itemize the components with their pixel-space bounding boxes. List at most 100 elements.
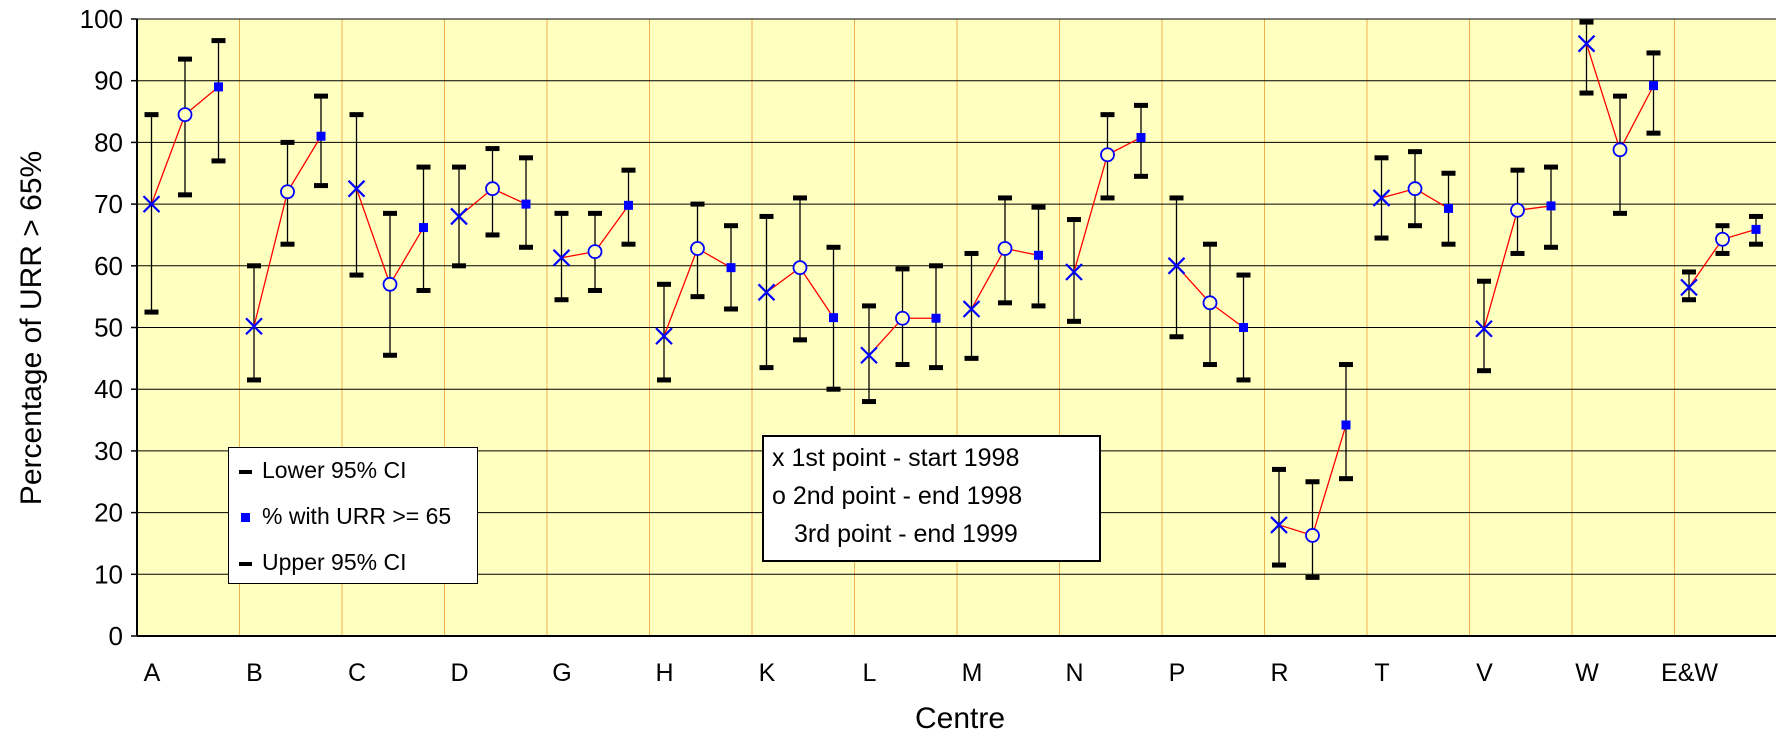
- lower-ci-marker: [929, 365, 943, 371]
- lower-ci-marker: [1408, 223, 1422, 229]
- lower-ci-marker: [280, 241, 295, 247]
- upper-ci-marker: [280, 139, 295, 145]
- lower-ci-marker: [383, 352, 397, 358]
- x-point-marker: [142, 195, 161, 213]
- y-tick-label: 90: [94, 66, 123, 96]
- lower-ci-marker: [724, 306, 738, 312]
- square-point-marker: [214, 82, 223, 92]
- x-tick-label: T: [1374, 659, 1389, 687]
- lower-ci-marker: [1100, 195, 1115, 201]
- x-tick-label: K: [759, 659, 776, 687]
- upper-ci-marker: [247, 263, 261, 269]
- x-tick-label: W: [1575, 659, 1599, 687]
- upper-ci-marker: [1272, 466, 1286, 472]
- x-point-marker: [1270, 516, 1288, 534]
- upper-ci-marker: [416, 164, 431, 170]
- upper-ci-marker: [1441, 170, 1456, 176]
- square-point-marker: [521, 199, 531, 209]
- x-tick-labels: A B C D G H K L M N P R T V W E&W: [144, 659, 1719, 687]
- lower-ci-marker: [964, 355, 979, 361]
- lower-ci-marker: [211, 158, 226, 164]
- x-tick-label: D: [450, 659, 468, 687]
- upper-ci-marker: [724, 223, 738, 229]
- lower-ci-marker: [1067, 318, 1081, 324]
- lower-ci-marker: [1441, 241, 1456, 247]
- upper-ci-marker: [1408, 149, 1422, 155]
- lower-ci-marker: [826, 386, 841, 392]
- upper-ci-marker: [1169, 195, 1184, 201]
- legend-item-upper: Upper 95% CI: [239, 547, 406, 577]
- square-point-marker: [1444, 203, 1453, 213]
- upper-ci-marker: [485, 146, 500, 152]
- upper-ci-marker: [144, 112, 159, 118]
- circle-point-marker: [1612, 142, 1628, 158]
- lower-ci-marker: [588, 287, 602, 293]
- x-point-marker: [1065, 263, 1083, 281]
- circle-point-marker: [177, 107, 193, 123]
- upper-ci-marker: [588, 210, 602, 216]
- lower-ci-marker: [485, 232, 500, 238]
- x-point-marker: [450, 207, 468, 226]
- circle-point-marker: [1100, 147, 1115, 163]
- upper-ci-marker: [452, 164, 466, 170]
- y-tick-label: 80: [94, 127, 123, 157]
- square-point-marker: [624, 200, 633, 210]
- lower-ci-marker: [1134, 173, 1148, 179]
- square-point-marker: [1034, 250, 1043, 260]
- lower-ci-marker: [247, 377, 261, 383]
- y-tick-label: 20: [94, 498, 123, 528]
- y-tick-label: 100: [80, 4, 123, 34]
- upper-ci-marker: [657, 281, 671, 287]
- upper-ci-marker: [929, 263, 943, 269]
- upper-ci-marker: [1477, 278, 1491, 284]
- x-point-marker: [1680, 278, 1698, 297]
- lower-ci-marker: [1544, 244, 1558, 250]
- x-tick-label: G: [552, 659, 571, 687]
- legend-label-upper: Upper 95% CI: [262, 549, 407, 575]
- legend-label-lower: Lower 95% CI: [262, 457, 407, 483]
- upper-ci-marker: [1203, 241, 1217, 247]
- upper-ci-marker: [964, 250, 979, 256]
- lower-ci-marker: [1646, 130, 1661, 136]
- x-tick-label: V: [1476, 659, 1493, 687]
- legend-item-lower: Lower 95% CI: [239, 455, 406, 485]
- lower-ci-marker: [1477, 368, 1491, 374]
- x-point-marker: [860, 346, 878, 365]
- upper-ci-marker: [1749, 213, 1763, 219]
- legend-label-mid: % with URR >= 65: [262, 503, 452, 529]
- lower-ci-marker: [621, 241, 636, 247]
- x-point-marker: [552, 249, 571, 267]
- upper-ci-marker: [1339, 362, 1353, 368]
- x-point-marker: [1475, 319, 1493, 338]
- y-tick-label: 0: [109, 621, 123, 651]
- lower-ci-marker: [1305, 574, 1320, 580]
- square-point-marker: [829, 313, 838, 323]
- series-markers: [142, 34, 1761, 543]
- upper-ci-marker: [759, 213, 774, 219]
- circle-point-marker: [587, 244, 603, 260]
- lower-ci-marker: [452, 263, 466, 269]
- x-axis-title: Centre: [915, 702, 1005, 735]
- x-tick-label: P: [1169, 659, 1186, 687]
- x-tick-label: C: [348, 659, 366, 687]
- annotation-box: x 1st point - start 1998 o 2nd point - e…: [762, 435, 1101, 562]
- annotation-line-2: o 2nd point - end 1998: [772, 482, 1023, 510]
- circle-point-marker: [997, 241, 1013, 256]
- lower-ci-marker: [1510, 250, 1525, 256]
- lower-ci-marker: [178, 192, 192, 198]
- square-point-marker: [931, 313, 941, 323]
- upper-ci-marker: [1579, 19, 1594, 25]
- y-tick-label: 30: [94, 436, 123, 466]
- upper-ci-marker: [211, 38, 226, 44]
- y-tick-label: 60: [94, 251, 123, 281]
- upper-ci-marker: [383, 210, 397, 216]
- square-marker-icon: [241, 513, 250, 523]
- upper-ci-marker: [1613, 93, 1627, 99]
- x-tick-label: A: [144, 659, 161, 687]
- dash-marker-icon: [239, 469, 252, 474]
- x-tick-label: M: [962, 659, 983, 687]
- lower-ci-marker: [349, 272, 364, 278]
- circle-point-marker: [1202, 295, 1218, 311]
- y-tick-labels: 0 10 20 30 40 50 60 70 80 90 100: [80, 4, 123, 651]
